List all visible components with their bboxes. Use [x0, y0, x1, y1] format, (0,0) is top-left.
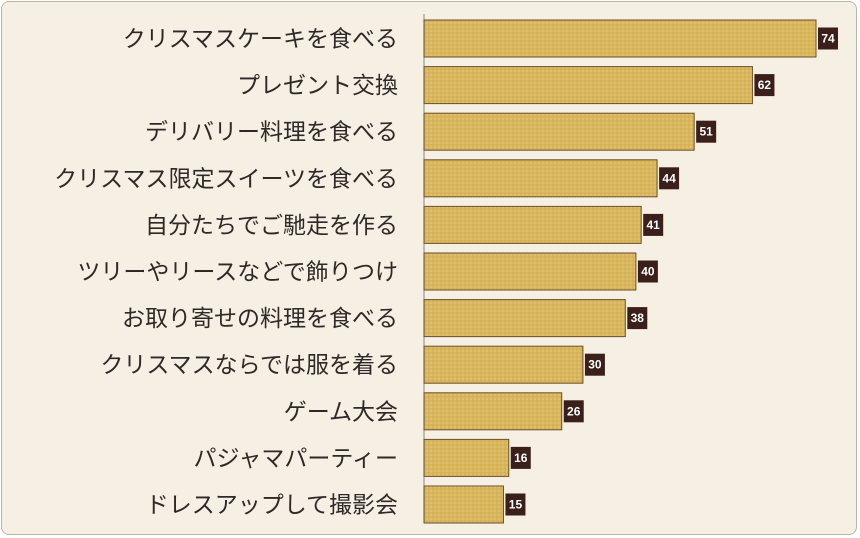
- data-label-bg: [510, 446, 531, 469]
- data-label-bg: [696, 120, 717, 143]
- data-label-bg: [627, 307, 648, 330]
- bar: [423, 299, 626, 338]
- bar: [423, 19, 817, 58]
- category-label: クリスマス限定スイーツを食べる: [54, 166, 398, 192]
- data-label: 26: [567, 404, 581, 418]
- data-label: 40: [641, 265, 655, 279]
- bar: [423, 392, 563, 431]
- category-label: クリスマスならでは服を着る: [100, 353, 398, 379]
- data-label-bg: [754, 74, 775, 97]
- data-label: 62: [758, 78, 772, 92]
- data-label-bg: [563, 400, 584, 423]
- data-label: 15: [509, 498, 523, 512]
- data-label: 74: [821, 32, 835, 46]
- data-label: 16: [514, 451, 528, 465]
- bar: [423, 438, 510, 477]
- bar: [423, 485, 504, 524]
- bar: [423, 205, 642, 244]
- bar: [423, 159, 658, 198]
- category-label: クリスマスケーキを食べる: [123, 27, 398, 53]
- category-label: 自分たちでご馳走を作る: [145, 213, 398, 239]
- data-label: 44: [662, 171, 676, 185]
- data-label-bg: [584, 353, 605, 376]
- data-label-bg: [643, 213, 664, 236]
- data-label-bg: [659, 167, 680, 190]
- category-label: デリバリー料理を食べる: [145, 120, 398, 146]
- bar: [423, 112, 695, 151]
- data-label: 41: [647, 218, 661, 232]
- category-label: プレゼント交換: [237, 73, 398, 99]
- data-label: 51: [699, 125, 713, 139]
- category-label: ゲーム大会: [284, 399, 398, 425]
- bar: [423, 66, 753, 105]
- bar: [423, 252, 637, 291]
- category-label: ドレスアップして撮影会: [146, 493, 398, 519]
- data-label-bg: [505, 493, 526, 516]
- data-label-bg: [818, 27, 838, 50]
- data-label: 38: [631, 311, 645, 325]
- data-label: 30: [588, 358, 602, 372]
- category-label: ツリーやリースなどで飾りつけ: [77, 260, 398, 286]
- bar: [423, 345, 584, 384]
- data-label-bg: [637, 260, 658, 283]
- category-label: お取り寄せの料理を食べる: [122, 306, 398, 332]
- category-label: パジャマパーティー: [194, 446, 398, 472]
